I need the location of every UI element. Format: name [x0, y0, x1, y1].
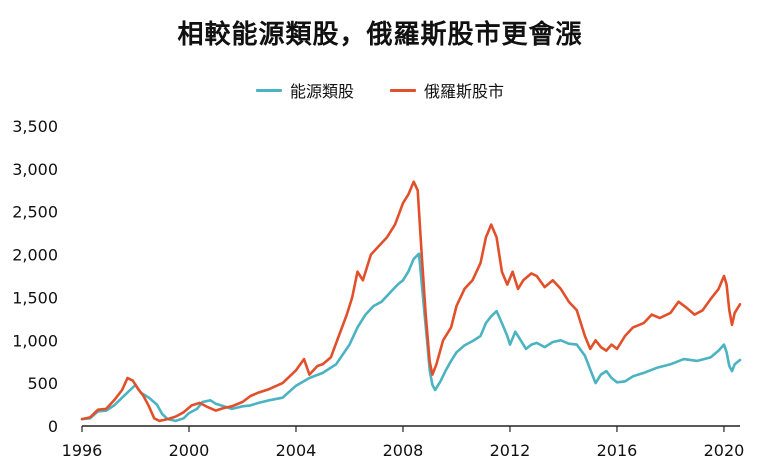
y-tick-label: 2,000 — [12, 246, 58, 265]
y-tick-label: 3,500 — [12, 117, 58, 136]
y-tick-label: 1,500 — [12, 288, 58, 307]
y-tick-label: 500 — [27, 374, 58, 393]
chart-title: 相較能源類股，俄羅斯股市更會漲 — [177, 20, 583, 50]
x-tick-label: 2000 — [169, 441, 210, 460]
x-tick-label: 2020 — [704, 441, 745, 460]
x-tick-label: 2008 — [383, 441, 424, 460]
legend-label-energy: 能源類股 — [289, 82, 354, 101]
legend-item-russia: 俄羅斯股市 — [390, 78, 504, 102]
y-tick-label: 1,000 — [12, 331, 58, 350]
legend-item-energy: 能源類股 — [255, 78, 354, 102]
legend: 能源類股 俄羅斯股市 — [0, 78, 760, 102]
legend-label-russia: 俄羅斯股市 — [424, 82, 505, 101]
y-tick-label: 2,500 — [12, 203, 58, 222]
y-tick-label: 3,000 — [12, 160, 58, 179]
y-tick-label: 0 — [48, 417, 58, 436]
series-line-energy — [80, 252, 742, 423]
x-tick-label: 2004 — [276, 441, 317, 460]
x-tick-label: 1996 — [62, 441, 103, 460]
legend-swatch-energy — [255, 88, 282, 92]
x-tick-label: 2012 — [490, 441, 531, 460]
legend-swatch-russia — [390, 88, 416, 92]
series-line-russia — [80, 180, 742, 423]
x-tick-label: 2016 — [597, 441, 638, 460]
